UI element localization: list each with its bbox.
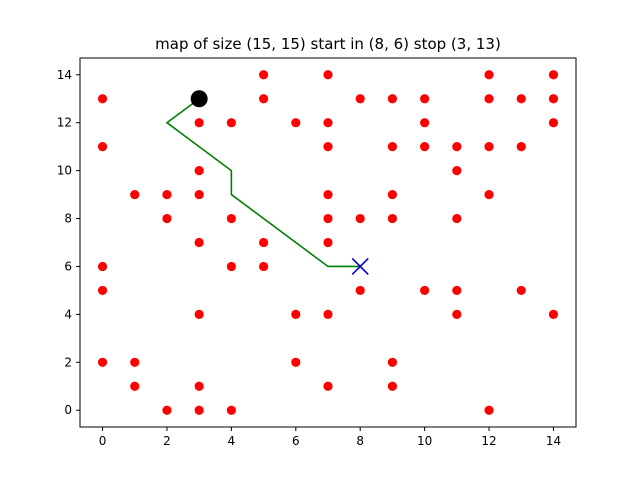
obstacle-point bbox=[355, 213, 365, 224]
obstacle-point bbox=[194, 118, 204, 128]
obstacle-point bbox=[162, 213, 172, 224]
obstacle-point bbox=[420, 94, 430, 104]
x-tick-label: 10 bbox=[417, 434, 432, 448]
obstacle-point bbox=[130, 357, 140, 367]
obstacle-point bbox=[97, 357, 108, 367]
obstacle-point bbox=[291, 118, 301, 128]
obstacle-point bbox=[452, 285, 462, 296]
obstacle-point bbox=[484, 70, 494, 80]
obstacle-point bbox=[548, 118, 559, 128]
obstacle-point bbox=[226, 118, 236, 128]
obstacle-point bbox=[194, 166, 204, 176]
obstacle-point bbox=[130, 381, 140, 391]
obstacle-point bbox=[484, 189, 494, 200]
obstacle-point bbox=[452, 309, 462, 319]
obstacle-point bbox=[323, 142, 333, 152]
obstacle-point bbox=[258, 237, 269, 248]
obstacle-point bbox=[548, 70, 559, 80]
obstacle-point bbox=[387, 357, 398, 367]
y-tick-label: 10 bbox=[57, 164, 72, 178]
obstacle-point bbox=[387, 381, 398, 391]
obstacle-point bbox=[97, 94, 108, 104]
obstacle-point bbox=[484, 142, 494, 152]
obstacle-point bbox=[516, 94, 526, 104]
y-tick-label: 0 bbox=[64, 403, 72, 417]
obstacle-point bbox=[452, 166, 462, 176]
start-marker-stroke bbox=[351, 257, 369, 276]
obstacle-point bbox=[194, 405, 204, 415]
plot-frame bbox=[79, 57, 577, 428]
x-tick-label: 4 bbox=[228, 434, 236, 448]
obstacle-point bbox=[194, 309, 204, 319]
y-axis: 0 2 4 6 8 10 12 14 bbox=[57, 68, 80, 417]
obstacle-point bbox=[323, 381, 333, 391]
obstacle-point bbox=[387, 142, 398, 152]
obstacle-point bbox=[420, 142, 430, 152]
obstacle-point bbox=[484, 405, 494, 415]
obstacle-point bbox=[226, 213, 236, 224]
obstacle-point bbox=[291, 309, 301, 319]
obstacle-point bbox=[162, 405, 172, 415]
obstacle-point bbox=[162, 189, 172, 200]
path-layer bbox=[165, 98, 361, 268]
obstacle-point bbox=[548, 309, 559, 319]
x-tick-label: 8 bbox=[356, 434, 364, 448]
obstacle-point bbox=[97, 142, 108, 152]
y-tick-label: 6 bbox=[64, 259, 72, 273]
obstacle-point bbox=[323, 70, 333, 80]
x-tick-label: 2 bbox=[163, 434, 171, 448]
obstacle-point bbox=[516, 142, 526, 152]
obstacle-point bbox=[420, 285, 430, 296]
chart-title: map of size (15, 15) start in (8, 6) sto… bbox=[155, 35, 501, 53]
stop-marker bbox=[190, 90, 208, 108]
obstacle-point bbox=[226, 405, 236, 415]
y-tick-label: 14 bbox=[57, 68, 72, 82]
obstacle-point bbox=[323, 237, 333, 248]
x-tick-label: 14 bbox=[546, 434, 561, 448]
obstacle-layer bbox=[97, 70, 559, 415]
obstacle-point bbox=[387, 189, 398, 200]
obstacle-point bbox=[291, 357, 301, 367]
obstacle-point bbox=[387, 213, 398, 224]
obstacle-point bbox=[130, 189, 140, 200]
y-tick-label: 12 bbox=[57, 116, 72, 130]
obstacle-point bbox=[516, 285, 526, 296]
y-tick-label: 4 bbox=[64, 307, 72, 321]
obstacle-point bbox=[452, 142, 462, 152]
obstacle-point bbox=[194, 381, 204, 391]
obstacle-point bbox=[387, 94, 398, 104]
obstacle-point bbox=[548, 94, 559, 104]
obstacle-point bbox=[323, 213, 333, 224]
obstacle-point bbox=[420, 118, 430, 128]
path-line bbox=[165, 98, 361, 268]
obstacle-point bbox=[258, 70, 269, 80]
obstacle-point bbox=[355, 285, 365, 296]
obstacle-point bbox=[258, 261, 269, 272]
obstacle-point bbox=[323, 118, 333, 128]
y-tick-label: 2 bbox=[64, 355, 72, 369]
start-marker bbox=[351, 257, 369, 276]
marker-layer bbox=[190, 90, 369, 276]
obstacle-point bbox=[452, 213, 462, 224]
obstacle-point bbox=[484, 94, 494, 104]
y-tick-label: 8 bbox=[64, 212, 72, 226]
obstacle-point bbox=[97, 285, 108, 296]
obstacle-point bbox=[258, 94, 269, 104]
obstacle-point bbox=[194, 189, 204, 200]
x-tick-label: 0 bbox=[99, 434, 107, 448]
x-axis: 0 2 4 6 8 10 12 14 bbox=[99, 427, 561, 448]
obstacle-point bbox=[323, 189, 333, 200]
x-tick-label: 6 bbox=[292, 434, 300, 448]
obstacle-point bbox=[97, 261, 108, 272]
obstacle-point bbox=[194, 237, 204, 248]
x-tick-label: 12 bbox=[481, 434, 496, 448]
obstacle-point bbox=[355, 94, 365, 104]
obstacle-point bbox=[226, 261, 236, 272]
obstacle-point bbox=[323, 309, 333, 319]
